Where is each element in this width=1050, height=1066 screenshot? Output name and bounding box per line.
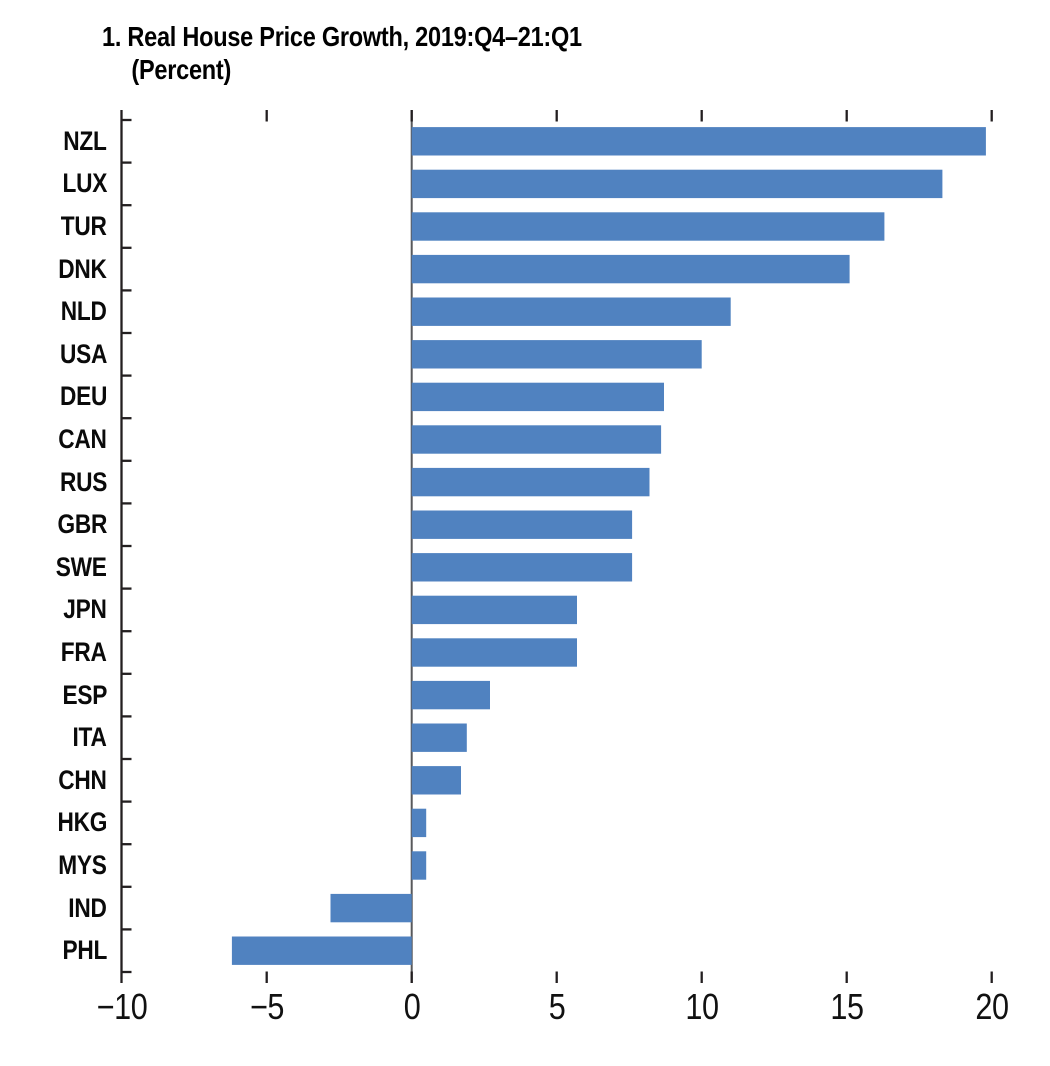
chart-subtitle: (Percent) bbox=[131, 54, 232, 85]
bar-gbr bbox=[411, 510, 633, 539]
bar-swe bbox=[411, 553, 633, 582]
x-axis-tick-label: 5 bbox=[548, 986, 565, 1027]
y-axis-label-phl: PHL bbox=[62, 935, 107, 966]
y-axis-label-gbr: GBR bbox=[57, 509, 107, 540]
bar-chn bbox=[411, 766, 461, 795]
bar-ita bbox=[411, 723, 467, 752]
y-axis-label-jpn: JPN bbox=[63, 594, 108, 625]
bar-dnk bbox=[411, 254, 850, 284]
x-axis-tick-label: 10 bbox=[685, 986, 719, 1027]
x-axis-tick-label: 15 bbox=[830, 986, 864, 1027]
chart-title-block: 1. Real House Price Growth, 2019:Q4–21:Q… bbox=[102, 20, 582, 86]
bar-phl bbox=[231, 936, 412, 965]
bar-deu bbox=[411, 382, 664, 412]
bar-rus bbox=[411, 467, 650, 497]
y-axis-label-hkg: HKG bbox=[57, 807, 107, 838]
bar-nzl bbox=[411, 127, 986, 156]
bar-hkg bbox=[411, 808, 427, 838]
y-axis-label-ita: ITA bbox=[72, 722, 107, 753]
x-axis-tick-label: 20 bbox=[975, 986, 1009, 1027]
y-axis-label-mys: MYS bbox=[58, 850, 108, 880]
bar-tur bbox=[411, 212, 885, 241]
y-axis-label-dnk: DNK bbox=[58, 253, 108, 284]
bar-fra bbox=[411, 638, 577, 667]
x-axis-tick-label: 0 bbox=[403, 986, 420, 1027]
bar-can bbox=[411, 425, 662, 454]
y-axis-label-swe: SWE bbox=[56, 551, 107, 582]
y-axis-label-ind: IND bbox=[68, 892, 108, 923]
bar-mys bbox=[411, 851, 427, 880]
y-axis-label-fra: FRA bbox=[61, 637, 107, 667]
y-axis-label-can: CAN bbox=[58, 424, 108, 454]
bar-lux bbox=[411, 169, 943, 199]
bar-nld bbox=[411, 297, 731, 326]
y-axis-label-esp: ESP bbox=[62, 679, 107, 710]
y-axis-label-usa: USA bbox=[59, 338, 107, 369]
y-axis-label-nzl: NZL bbox=[63, 125, 108, 156]
x-axis-tick-label: −5 bbox=[249, 986, 284, 1027]
bar-usa bbox=[411, 340, 702, 369]
y-axis-label-deu: DEU bbox=[59, 381, 107, 412]
bar-esp bbox=[411, 680, 490, 710]
bar-ind bbox=[330, 893, 412, 923]
y-axis-label-tur: TUR bbox=[61, 211, 107, 241]
x-axis-tick-label: −10 bbox=[96, 986, 148, 1027]
chart-title: 1. Real House Price Growth, 2019:Q4–21:Q… bbox=[102, 21, 582, 52]
bar-jpn bbox=[411, 595, 577, 625]
y-axis-label-nld: NLD bbox=[61, 296, 107, 327]
y-axis-label-chn: CHN bbox=[58, 764, 108, 795]
y-axis-label-lux: LUX bbox=[62, 168, 107, 199]
y-axis-label-rus: RUS bbox=[59, 466, 107, 497]
